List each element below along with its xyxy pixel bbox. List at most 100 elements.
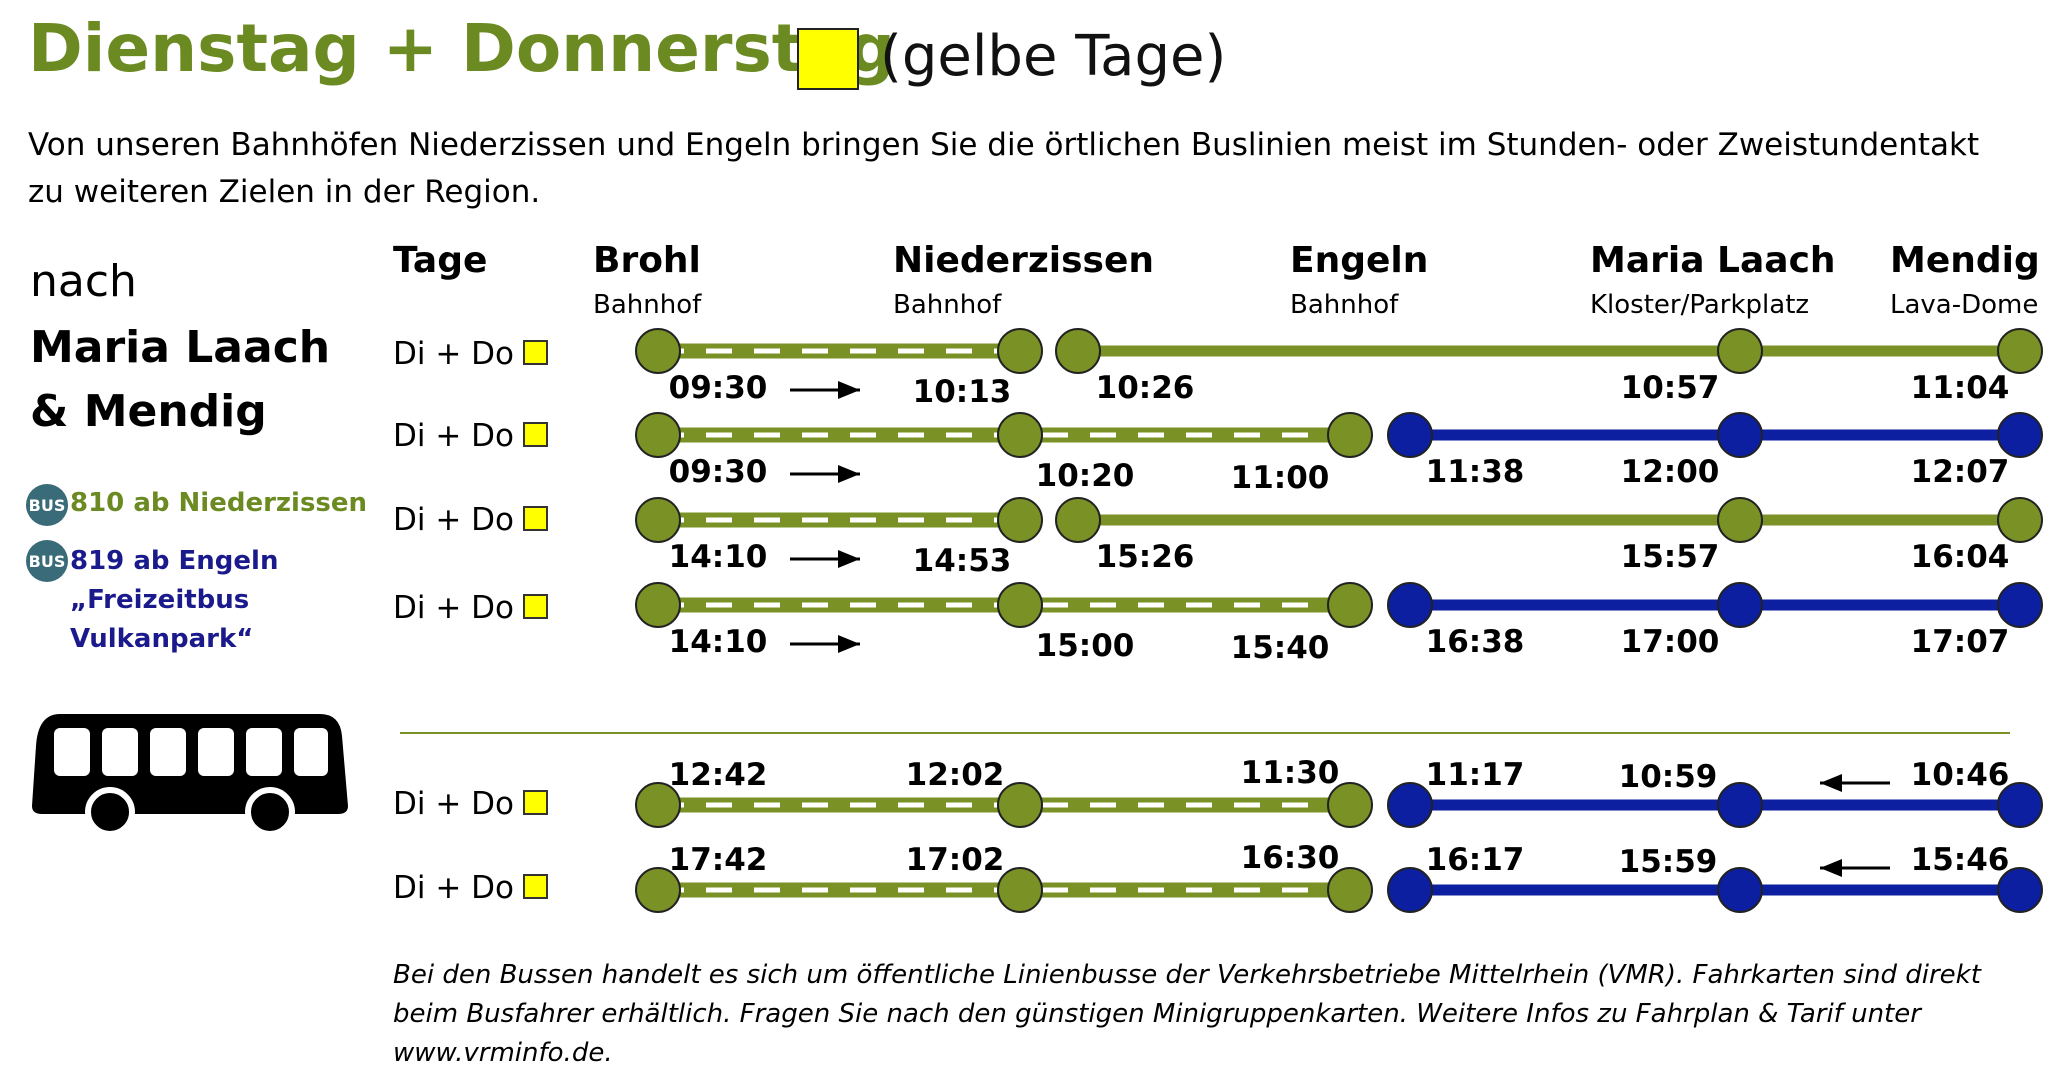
stop-marker [1327, 412, 1373, 458]
departure-time: 12:02 [906, 757, 1005, 793]
stop-marker [1387, 867, 1433, 913]
departure-time: 15:26 [1096, 539, 1195, 575]
yellow-day-marker [523, 874, 548, 899]
stop-marker [1387, 782, 1433, 828]
departure-time: 15:59 [1619, 844, 1718, 880]
direction-arrow-head [838, 381, 860, 399]
departure-time: 11:30 [1241, 755, 1340, 791]
departure-time: 15:46 [1911, 842, 2010, 878]
station-name: Brohl [593, 240, 701, 281]
stop-marker [1055, 497, 1101, 543]
departure-time: 14:53 [913, 543, 1012, 579]
departure-time: 16:38 [1426, 624, 1525, 660]
day-label: Di + Do [393, 786, 515, 822]
day-label: Di + Do [393, 418, 515, 454]
departure-time: 09:30 [669, 370, 768, 406]
station-name: Mendig [1890, 240, 2040, 281]
station-subname: Kloster/Parkplatz [1590, 290, 1810, 320]
stop-marker [1717, 582, 1763, 628]
stop-marker [997, 328, 1043, 374]
yellow-day-marker [523, 506, 548, 531]
departure-time: 12:00 [1621, 454, 1720, 490]
stop-marker [1997, 328, 2043, 374]
departure-time: 16:17 [1426, 842, 1525, 878]
departure-time: 16:04 [1911, 539, 2010, 575]
departure-time: 15:57 [1621, 539, 1720, 575]
stop-marker [1717, 867, 1763, 913]
stop-marker [1717, 497, 1763, 543]
stop-marker [1997, 782, 2043, 828]
stop-marker [1717, 412, 1763, 458]
stop-marker [1327, 782, 1373, 828]
stop-marker [1997, 412, 2043, 458]
stop-marker [997, 867, 1043, 913]
destination-name: Maria Laach & Mendig [30, 322, 331, 437]
yellow-day-marker [523, 594, 548, 619]
bus-icon [32, 714, 348, 836]
intro-text: Von unseren Bahnhöfen Niederzissen und E… [28, 127, 1980, 210]
departure-time: 10:59 [1619, 759, 1718, 795]
legend-line-819: 819 ab Engeln „Freizeitbus Vulkanpark“ [70, 546, 279, 654]
yellow-day-marker [523, 790, 548, 815]
departure-time: 15:40 [1231, 630, 1330, 666]
departure-time: 11:38 [1426, 454, 1525, 490]
departure-time: 12:42 [669, 757, 768, 793]
stop-marker [1327, 867, 1373, 913]
departure-time: 10:26 [1096, 370, 1195, 406]
bus-badge-icon: BUS [26, 540, 68, 582]
footer-note: Bei den Bussen handelt es sich um öffent… [393, 960, 1981, 1068]
day-label: Di + Do [393, 502, 515, 538]
stop-marker [1717, 782, 1763, 828]
station-name: Maria Laach [1590, 240, 1836, 281]
departure-time: 12:07 [1911, 454, 2010, 490]
stop-marker [1717, 328, 1763, 374]
departure-time: 11:17 [1426, 757, 1525, 793]
station-subname: Bahnhof [893, 290, 1002, 320]
route-diagram: 09:30 10:13 10:26 10:57 11:04 09:30 10:20 11:00… [400, 328, 2043, 913]
column-header-tage: Tage [393, 240, 488, 281]
stop-marker [997, 582, 1043, 628]
departure-time: 10:46 [1911, 757, 2010, 793]
station-name: Engeln [1290, 240, 1429, 281]
departure-time: 14:10 [669, 539, 768, 575]
page-title: Dienstag + Donnerstag [28, 10, 896, 87]
yellow-day-swatch [797, 28, 859, 90]
departure-time: 14:10 [669, 624, 768, 660]
departure-time: 17:02 [906, 842, 1005, 878]
stop-marker [635, 867, 681, 913]
departure-time: 15:00 [1036, 628, 1135, 664]
departure-time: 17:00 [1621, 624, 1720, 660]
day-label: Di + Do [393, 870, 515, 906]
legend-line-810: 810 ab Niederzissen [70, 488, 368, 518]
stop-marker [1997, 867, 2043, 913]
destination-prefix: nach [30, 256, 137, 307]
direction-arrow-head [838, 550, 860, 568]
stop-marker [1997, 582, 2043, 628]
station-subname: Bahnhof [593, 290, 702, 320]
stop-marker [1997, 497, 2043, 543]
stop-marker [1327, 582, 1373, 628]
departure-time: 09:30 [669, 454, 768, 490]
direction-arrow-head [1820, 859, 1842, 877]
yellow-day-marker [523, 340, 548, 365]
direction-arrow-head [838, 465, 860, 483]
stop-marker [1387, 412, 1433, 458]
stop-marker [635, 782, 681, 828]
stop-marker [997, 412, 1043, 458]
station-subname: Bahnhof [1290, 290, 1399, 320]
direction-arrow-head [838, 635, 860, 653]
stop-marker [997, 497, 1043, 543]
station-name: Niederzissen [893, 240, 1155, 281]
departure-time: 10:13 [913, 374, 1012, 410]
stop-marker [997, 782, 1043, 828]
stop-marker [635, 412, 681, 458]
day-label: Di + Do [393, 336, 515, 372]
stop-marker [635, 328, 681, 374]
station-subname: Lava-Dome [1890, 290, 2039, 320]
departure-time: 11:00 [1231, 460, 1330, 496]
day-label: Di + Do [393, 590, 515, 626]
departure-time: 10:57 [1621, 370, 1720, 406]
departure-time: 11:04 [1911, 370, 2010, 406]
direction-arrow-head [1820, 774, 1842, 792]
departure-time: 17:07 [1911, 624, 2010, 660]
